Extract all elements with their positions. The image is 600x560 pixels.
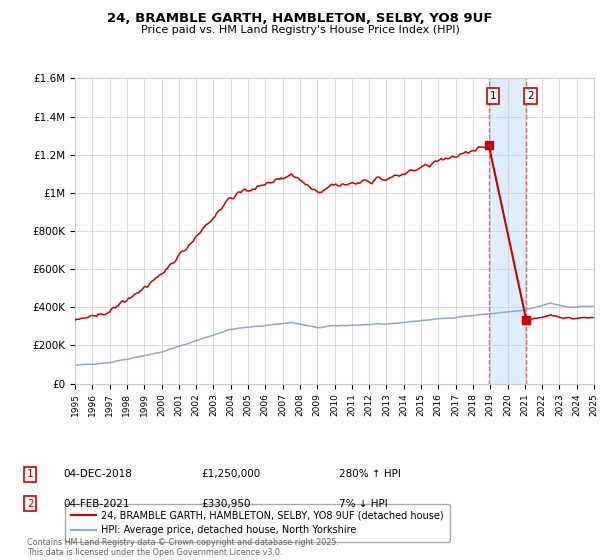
Text: 280% ↑ HPI: 280% ↑ HPI [339,469,401,479]
Text: 7% ↓ HPI: 7% ↓ HPI [339,499,388,509]
Bar [489,78,526,384]
Text: Price paid vs. HM Land Registry's House Price Index (HPI): Price paid vs. HM Land Registry's House … [140,25,460,35]
Text: 1: 1 [27,469,34,479]
Text: Contains HM Land Registry data © Crown copyright and database right 2025.
This d: Contains HM Land Registry data © Crown c… [27,538,339,557]
Legend: 24, BRAMBLE GARTH, HAMBLETON, SELBY, YO8 9UF (detached house), HPI: Average pric: 24, BRAMBLE GARTH, HAMBLETON, SELBY, YO8… [65,504,450,542]
Text: 04-FEB-2021: 04-FEB-2021 [63,499,130,509]
Text: £1,250,000: £1,250,000 [201,469,260,479]
Text: £330,950: £330,950 [201,499,251,509]
Text: 24, BRAMBLE GARTH, HAMBLETON, SELBY, YO8 9UF: 24, BRAMBLE GARTH, HAMBLETON, SELBY, YO8… [107,12,493,25]
Text: 2: 2 [527,91,534,101]
Text: 2: 2 [27,499,34,509]
Text: 04-DEC-2018: 04-DEC-2018 [63,469,132,479]
Text: 1: 1 [490,91,496,101]
